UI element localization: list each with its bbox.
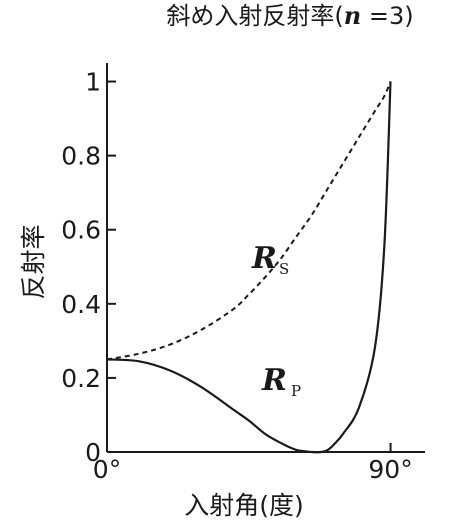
chart-title-prefix: 斜め入射反射率( [166,2,343,30]
series-label-rp-main: R [261,363,287,398]
y-tick-label: 0 [85,438,101,467]
chart-title-variable: n [344,1,361,30]
y-tick-label: 1 [85,68,101,97]
y-tick-label: 0.8 [61,142,101,171]
series-label-rp-sub: P [291,382,301,400]
x-ticks: 0° 90° [93,443,413,484]
series-label-rs-main: R [251,241,277,276]
series-line-rs [106,81,392,361]
y-tick-label: 0.6 [61,216,101,245]
series-group [106,81,392,454]
y-ticks: 0 0.2 0.4 0.6 0.8 1 [61,68,116,467]
y-axis-label: 反射率 [19,224,48,299]
y-tick-label: 0.4 [61,290,101,319]
chart-title-suffix: =3) [361,2,413,30]
chart-title: 斜め入射反射率(n =3) [166,1,413,30]
x-axis-label: 入射角(度) [184,491,304,520]
axes [106,63,425,453]
series-line-rp [106,81,392,454]
y-tick-label: 0.2 [61,364,101,393]
x-tick-label: 0° [93,455,121,484]
series-label-rs-sub: S [279,260,289,278]
x-tick-label: 90° [368,455,412,484]
